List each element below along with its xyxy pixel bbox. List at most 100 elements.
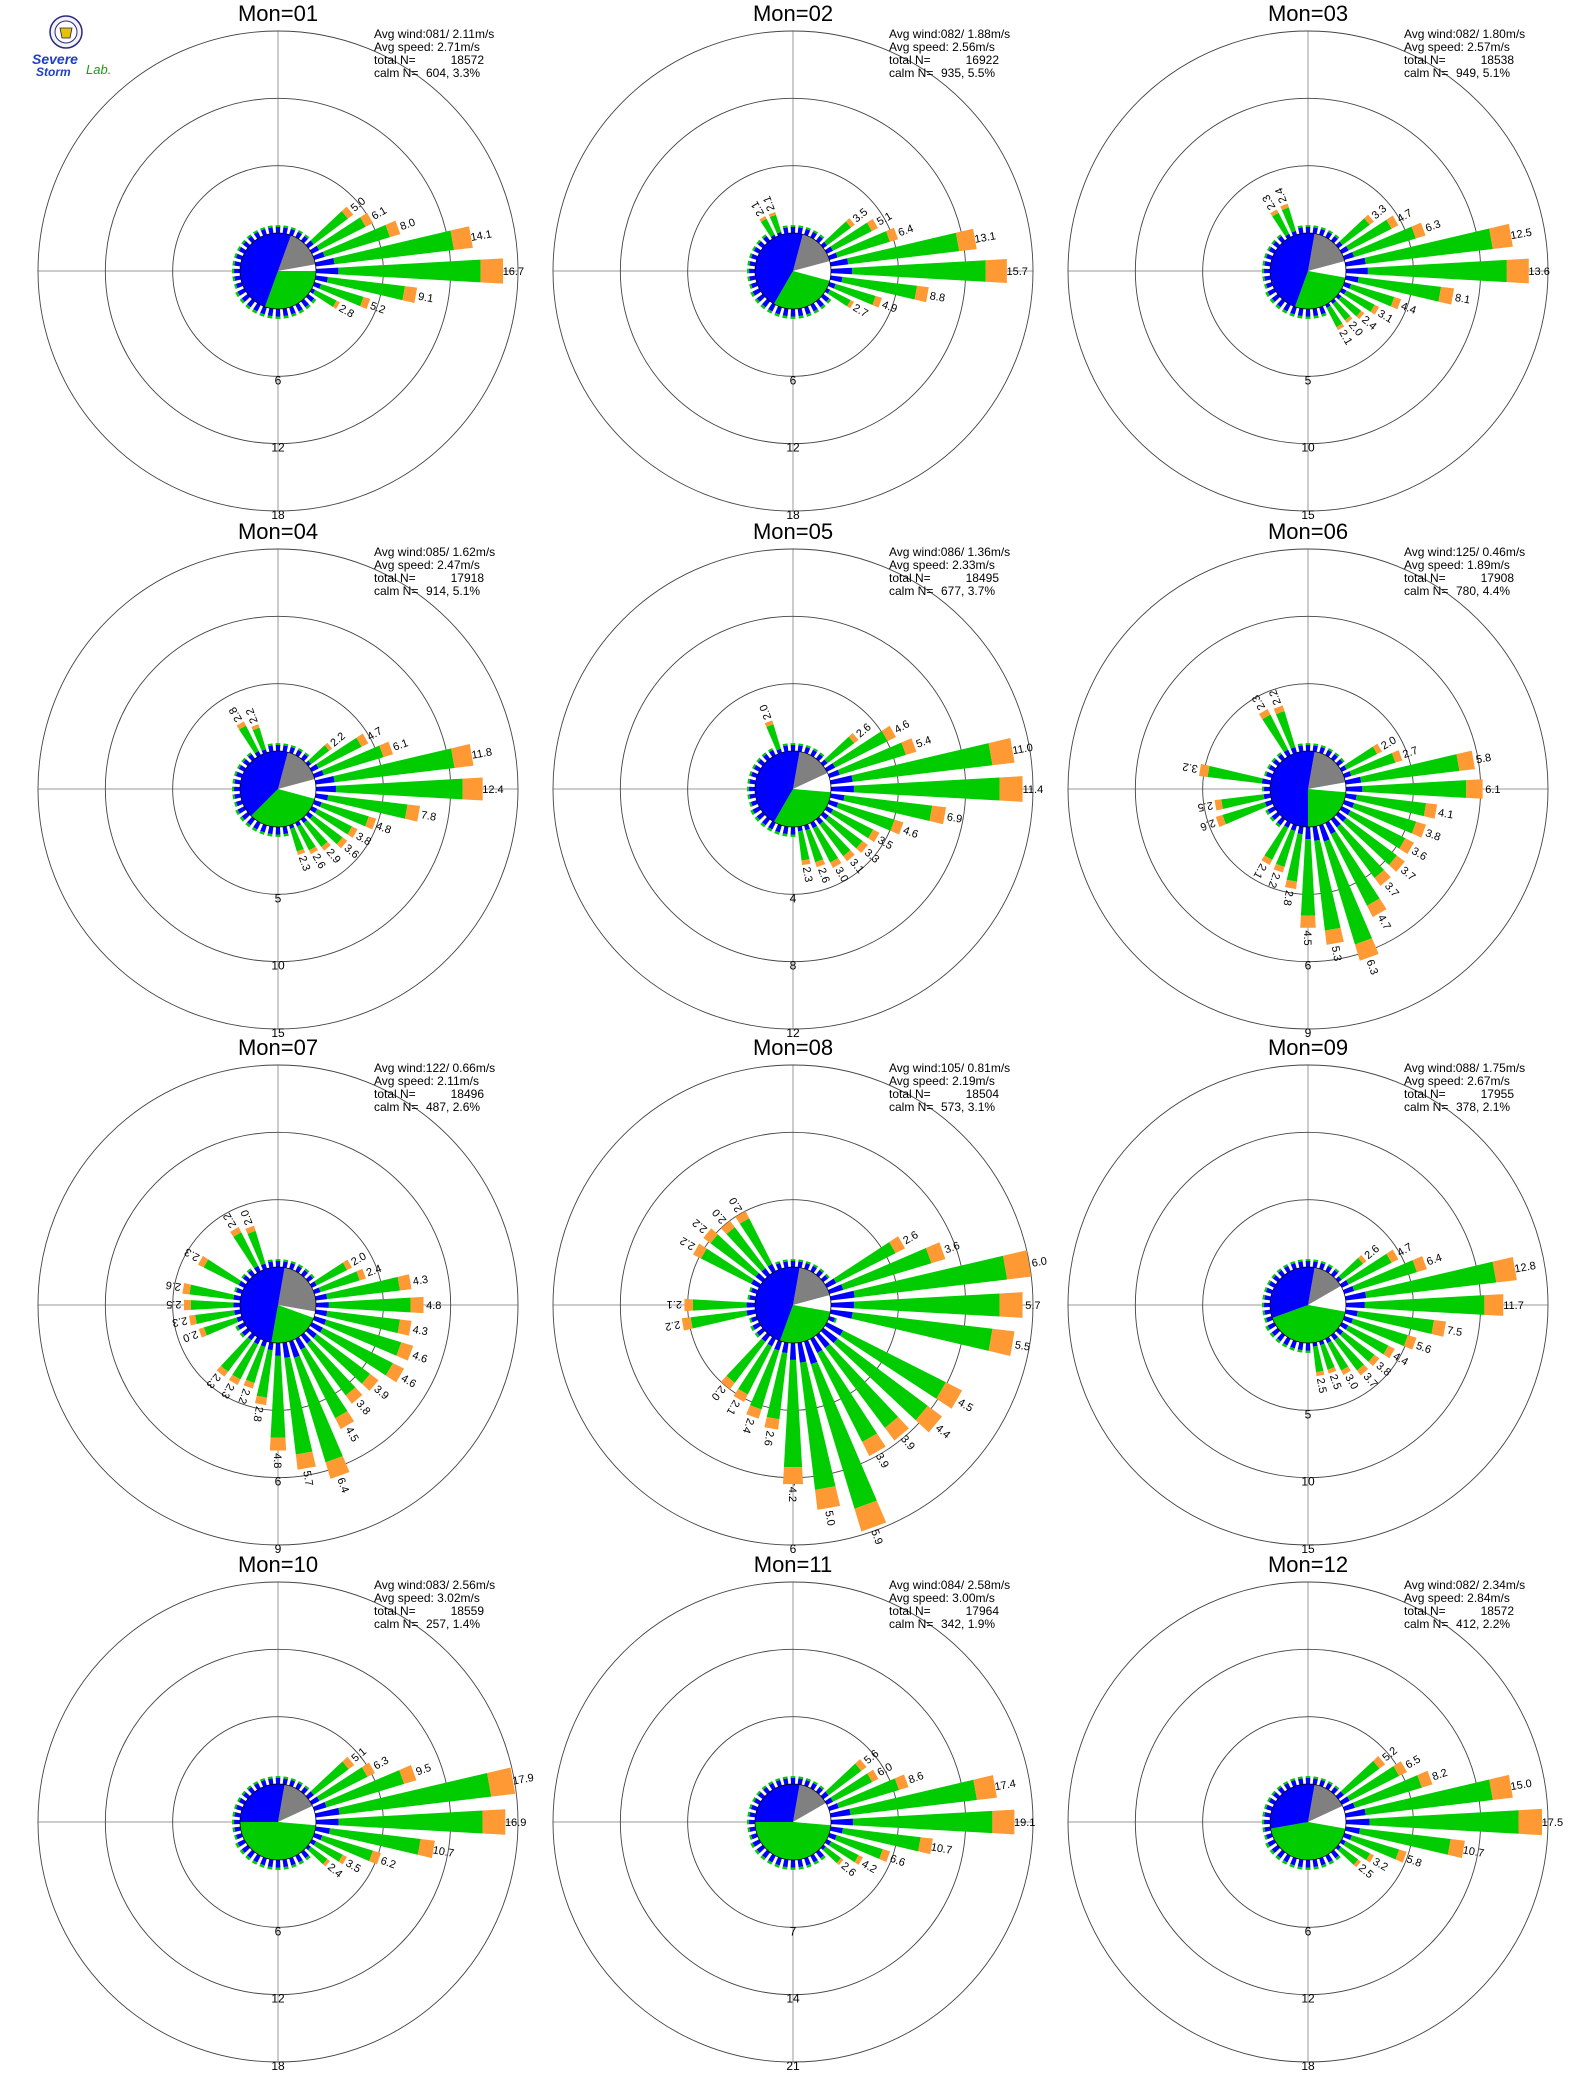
bar-segment-blue [1344,1808,1366,1818]
info-total-n-value: 17964 [966,1604,1000,1618]
spoke-blue [1319,1779,1326,1788]
ring-label: 4 [790,891,797,905]
spoke-green [756,757,761,763]
spoke-green [235,1325,240,1332]
spoke-blue [756,811,766,821]
bar-segment-orange [184,1299,191,1311]
bar-segment-blue [312,281,322,289]
spoke-green [754,1332,760,1338]
bar-segment-blue [761,1332,771,1342]
spoke-green [290,745,296,749]
bar-segment-orange [342,1756,355,1770]
info-avg-speed: Avg speed: 3.00m/s [889,1591,995,1605]
bar-segment-blue [824,1322,844,1336]
spoke-blue [820,1274,829,1283]
spoke-blue [1283,302,1291,312]
bar-value-label: 2.2 [1267,688,1284,706]
bar-segment-green [300,1346,348,1419]
pie-slice-green [1272,1305,1346,1344]
spoke-green [1264,771,1268,777]
info-avg-speed: Avg speed: 2.47m/s [374,558,480,572]
spoke-blue [1267,1322,1277,1330]
spoke-green [790,1776,796,1779]
pie-slice-white [278,1305,316,1318]
spoke-green [774,312,780,317]
bar-segment-orange [480,258,504,284]
info-calm-value: 780, 4.4% [1456,584,1510,598]
spoke-blue [752,1322,762,1330]
bar-value-label: 3.8 [353,1398,372,1417]
spoke-green [819,1268,825,1273]
spoke-blue [260,1779,267,1788]
spoke-blue [300,235,309,244]
bar-segment-blue [1264,799,1274,807]
wind-rose-6: 3696.15.82.72.04.13.83.63.73.74.76.35.34… [1067,519,1549,1040]
bar-segment-orange [198,1327,207,1338]
ring-label: 6 [1305,959,1312,973]
bar-value-label: 2.5 [1327,1373,1344,1391]
spoke-blue [1276,1849,1286,1859]
bar-value-label: 2.5 [1314,1377,1328,1394]
bar-segment-blue [1263,793,1272,800]
spoke-blue [1271,1327,1281,1337]
bar-value-label: 3.8 [1374,1360,1393,1379]
bar-value-label: 17.4 [994,1778,1017,1794]
bar-segment-blue [312,1287,321,1295]
spoke-blue [1330,753,1339,762]
spoke-blue [268,1261,274,1268]
spoke-green [1305,1350,1311,1353]
ring-3 [552,1581,1034,2063]
spoke-green [774,830,780,835]
spoke-green [747,794,751,800]
bar-segment-orange [338,1854,347,1865]
pie-slice-white [1308,261,1347,278]
spoke-blue [1264,1812,1271,1818]
spoke-green [1289,1346,1295,1351]
spoke-green [798,1259,804,1263]
spoke-green [805,1778,811,1782]
bar-value-label: 2.3 [218,1381,236,1400]
spoke-blue [241,1327,251,1337]
bar-segment-orange [999,776,1023,802]
spoke-blue [815,753,824,762]
spoke-blue [237,1839,247,1847]
bar-value-label: 5.2 [368,300,386,317]
bar-segment-green [692,1299,747,1311]
spoke-blue [749,1819,756,1825]
spoke-blue [757,1791,766,1800]
spoke-green [790,834,796,837]
info-avg-wind: Avg wind:086/ 1.36m/s [889,545,1010,559]
ring-3 [552,30,1034,512]
spoke-blue [1264,1819,1271,1825]
spoke-blue [289,1262,296,1271]
spoke-green [1297,1776,1303,1780]
bar-value-label: 4.8 [426,1300,441,1312]
spoke-green [283,1259,289,1263]
bar-segment-blue [309,764,319,772]
bar-segment-blue [824,806,834,814]
spoke-blue [234,1812,241,1818]
spoke-blue [1319,228,1326,237]
pie-slice-gray [793,1267,830,1305]
bar-segment-green [1346,219,1392,251]
spoke-green [747,1819,750,1825]
info-calm-value: 342, 1.9% [941,1617,995,1631]
bar-segment-blue [1344,1826,1361,1834]
spoke-green [297,748,304,753]
spoke-blue [804,1262,811,1271]
bar-segment-orange [347,826,358,838]
bar-segment-green [1275,829,1296,867]
spoke-blue [1272,1791,1281,1800]
bar-segment-orange [230,1227,242,1237]
spoke-green [251,1860,258,1865]
bar-segment-green [1272,212,1290,237]
bar-segment-green [835,231,890,258]
spoke-blue [768,820,776,830]
bar-segment-green [1300,839,1316,916]
bar-segment-orange [1341,1366,1351,1375]
spoke-blue [300,1269,309,1278]
spoke-blue [234,1819,241,1825]
spoke-blue [1325,1853,1333,1863]
bar-segment-green [314,1262,348,1286]
bar-segment-orange [462,777,483,801]
